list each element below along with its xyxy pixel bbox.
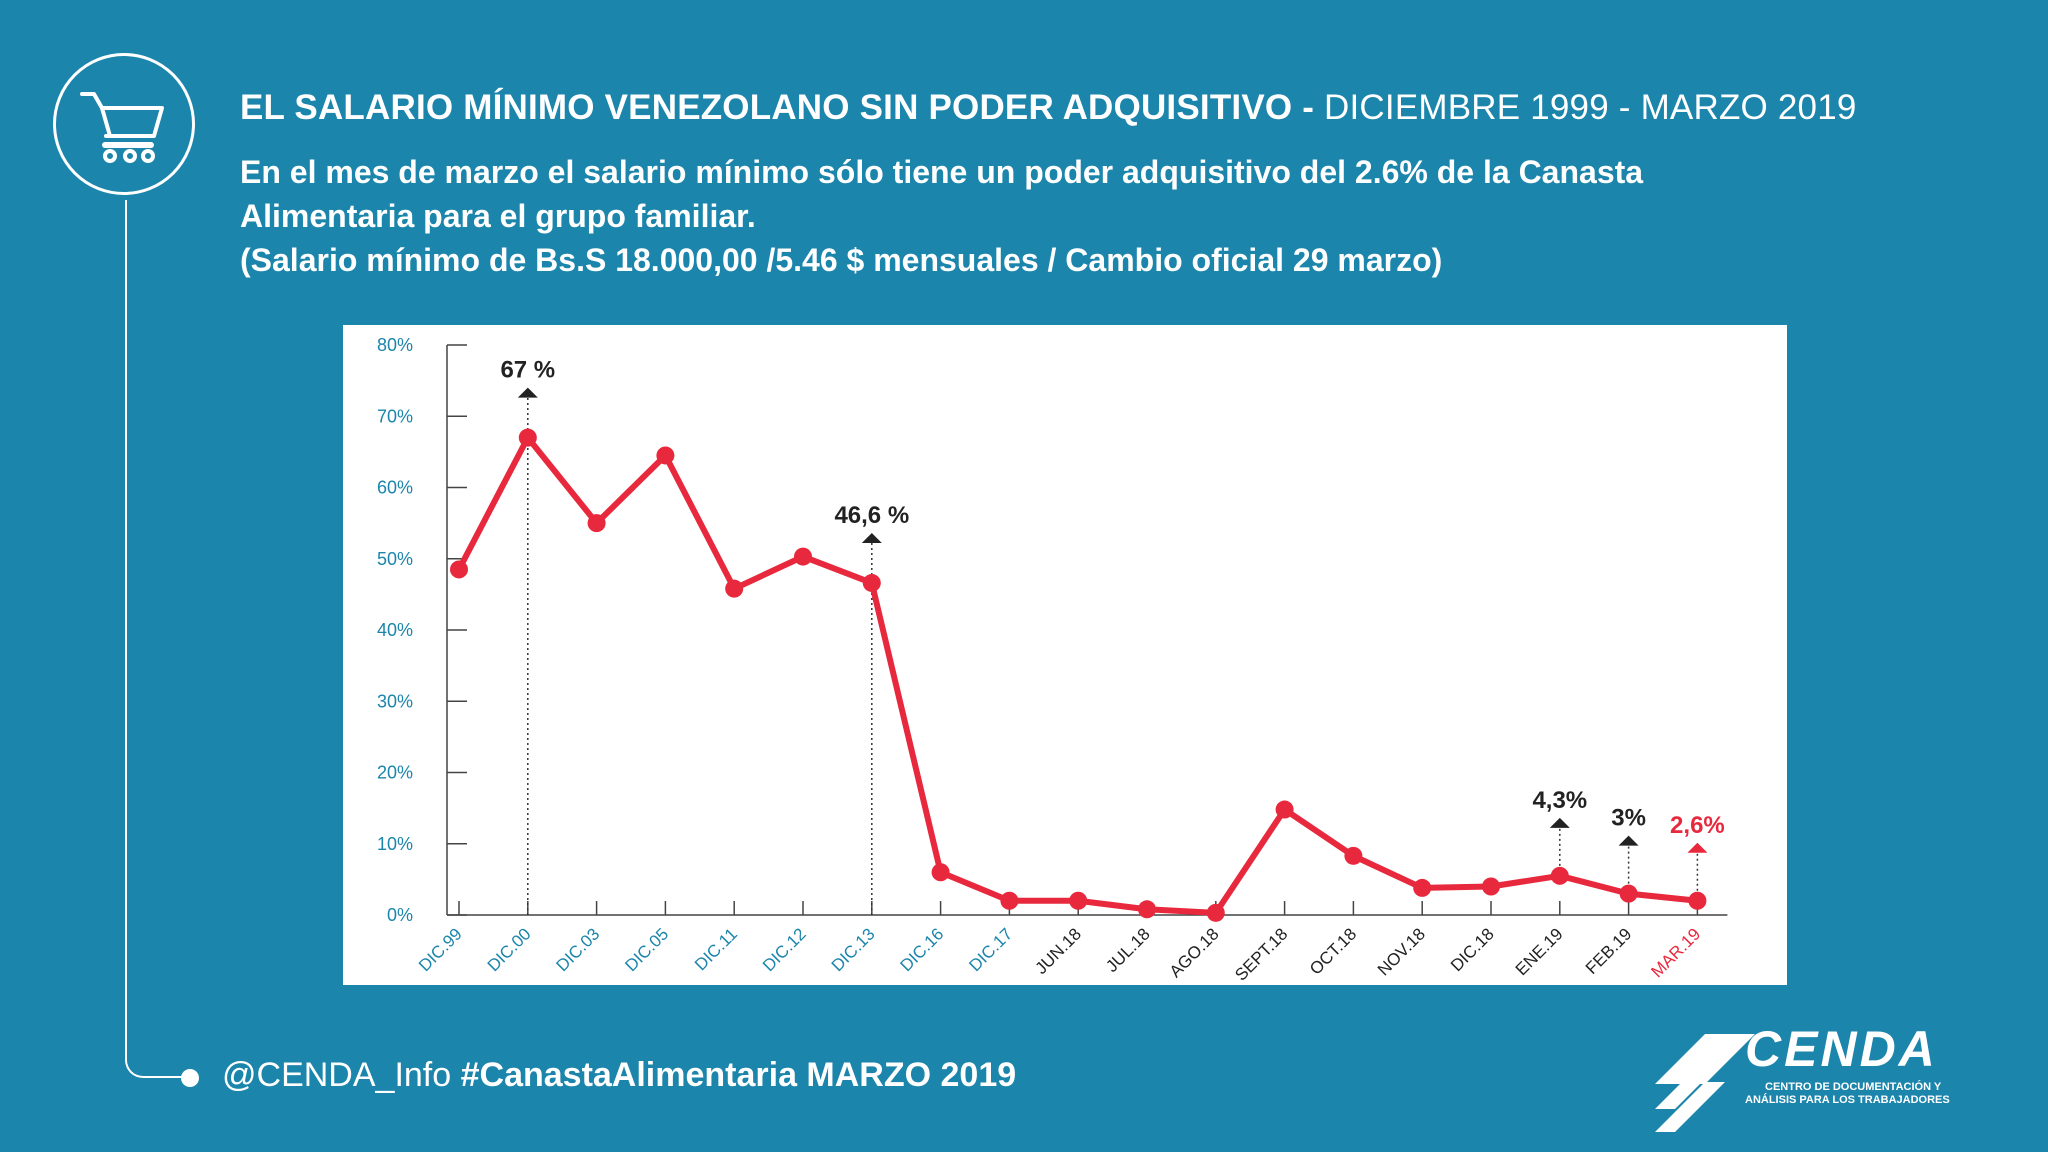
- x-tick-label: DIC.12: [759, 924, 810, 975]
- annotation-arrow: [1549, 817, 1570, 828]
- annotation-label: 3%: [1611, 805, 1646, 832]
- logo-line-2: ANÁLISIS PARA LOS TRABAJADORES: [1745, 1094, 1950, 1106]
- x-tick-label: DIC.18: [1447, 924, 1498, 975]
- x-tick-label: FEB.19: [1582, 924, 1636, 978]
- y-tick-label: 20%: [377, 763, 413, 783]
- x-tick-label: ENE.19: [1512, 924, 1567, 979]
- data-point: [1413, 878, 1432, 897]
- x-tick-label: DIC.13: [828, 924, 879, 975]
- logo-line-1: CENTRO DE DOCUMENTACIÓN Y: [1765, 1081, 1942, 1093]
- x-tick-label: DIC.05: [621, 924, 672, 975]
- y-tick-label: 70%: [377, 406, 413, 426]
- data-point: [1482, 877, 1500, 896]
- annotation-label: 4,3%: [1532, 787, 1587, 814]
- data-point: [862, 573, 881, 592]
- title-range: DICIEMBRE 1999 - MARZO 2019: [1324, 88, 1857, 127]
- y-tick-label: 10%: [377, 834, 413, 854]
- x-tick-label: DIC.00: [484, 924, 535, 975]
- x-tick-label: DIC.16: [897, 924, 948, 975]
- subtitle-line-1: En el mes de marzo el salario mínimo sól…: [240, 154, 1644, 190]
- data-point: [725, 579, 744, 598]
- x-tick-label: DIC.03: [553, 924, 604, 975]
- annotation-arrow: [1618, 835, 1639, 846]
- annotation-arrow: [861, 532, 882, 543]
- data-point: [587, 514, 606, 533]
- footer-handle: @CENDA_Info: [222, 1056, 452, 1094]
- data-point: [1000, 891, 1019, 910]
- footer: @CENDA_Info #CanastaAlimentaria MARZO 20…: [222, 1056, 1016, 1095]
- y-tick-label: 60%: [377, 478, 413, 498]
- logo-wordmark: CENDA: [1745, 1021, 1938, 1077]
- y-tick-label: 40%: [377, 620, 413, 640]
- data-point: [1138, 900, 1156, 919]
- data-point: [1688, 891, 1707, 910]
- annotation-arrow: [1687, 842, 1708, 853]
- y-tick-label: 50%: [377, 549, 413, 569]
- line-chart: 0% 10% 20% 30% 40% 50% 60% 70% 80% DIC.99 DIC.00 DI…: [377, 335, 1728, 985]
- data-point: [794, 547, 812, 566]
- cenda-logo: CENDA CENTRO DE DOCUMENTACIÓN Y ANÁLISIS…: [1645, 1020, 2005, 1132]
- annotation-label: 2,6%: [1670, 812, 1725, 839]
- data-point: [656, 446, 675, 465]
- x-tick-label: SEPT.18: [1231, 924, 1291, 984]
- page-title: EL SALARIO MÍNIMO VENEZOLANO SIN PODER A…: [240, 88, 1857, 128]
- x-tick-label: NOV.18: [1374, 924, 1429, 979]
- data-point: [1206, 903, 1225, 922]
- cart-badge: [53, 53, 195, 195]
- subtitle-line-3: (Salario mínimo de Bs.S 18.000,00 /5.46 …: [240, 242, 1443, 278]
- series-line: [456, 434, 1701, 916]
- data-point: [1344, 846, 1363, 865]
- footer-hashtag: #CanastaAlimentaria MARZO 2019: [460, 1056, 1017, 1094]
- title-bold: EL SALARIO MÍNIMO VENEZOLANO SIN PODER A…: [240, 88, 1315, 127]
- x-tick-label: JUL.18: [1102, 924, 1154, 976]
- data-point: [1069, 891, 1088, 910]
- x-tick-label: JUN.18: [1032, 924, 1086, 978]
- data-point: [518, 428, 537, 447]
- x-tick-label: DIC.17: [965, 924, 1016, 975]
- x-tick-label: MAR.19: [1647, 924, 1704, 981]
- data-point: [1550, 866, 1569, 885]
- annotation-label: 67 %: [500, 357, 555, 384]
- data-point: [1275, 800, 1294, 819]
- x-tick-label: DIC.99: [415, 924, 466, 975]
- annotation-label: 46,6 %: [834, 502, 909, 529]
- timeline-line: [125, 200, 187, 1078]
- y-tick-label: 0%: [387, 905, 413, 925]
- data-point: [1619, 884, 1638, 903]
- x-tick-label: OCT.18: [1306, 924, 1360, 978]
- x-tick-label: DIC.11: [691, 924, 741, 974]
- shopping-cart-icon: [80, 92, 164, 163]
- data-point: [931, 863, 950, 882]
- subtitle-line-2: Alimentaria para el grupo familiar.: [240, 198, 756, 234]
- y-tick-label: 80%: [377, 335, 413, 355]
- chart-panel: 0% 10% 20% 30% 40% 50% 60% 70% 80% DIC.99 DIC.00 DI…: [343, 325, 1787, 985]
- data-point: [450, 560, 468, 579]
- timeline-dot: [181, 1069, 199, 1087]
- y-tick-label: 30%: [377, 691, 413, 711]
- cenda-logo-icon: [1655, 1034, 1755, 1132]
- x-tick-label: AGO.18: [1166, 924, 1223, 981]
- annotation-arrow: [517, 387, 538, 398]
